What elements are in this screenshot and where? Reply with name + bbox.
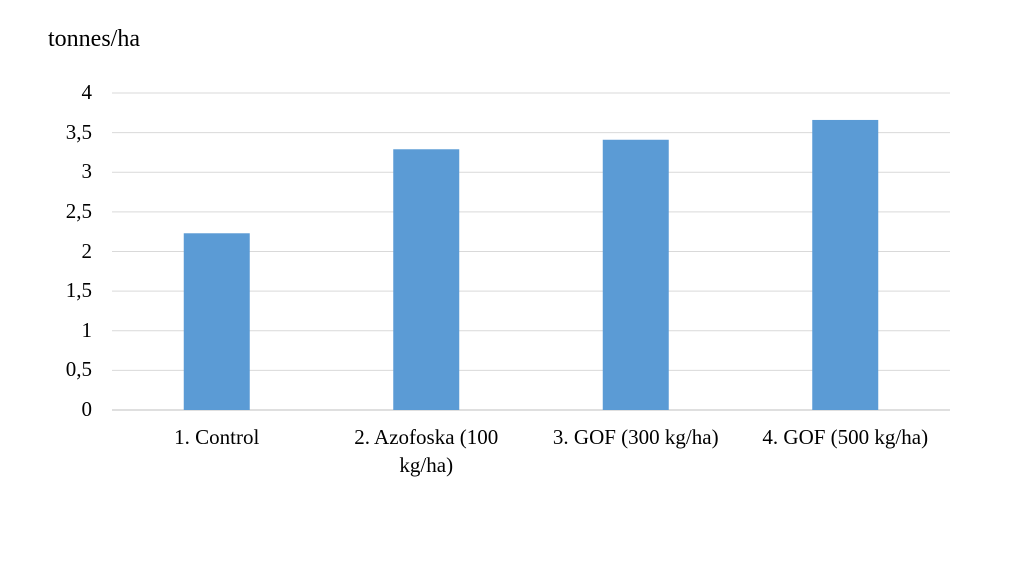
y-tick-label: 1 — [81, 317, 93, 342]
bar — [183, 233, 250, 410]
y-tick-label: 2 — [81, 238, 93, 263]
x-tick-label: 4. GOF (500 kg/ha) — [762, 425, 929, 449]
x-tick-label: 3. GOF (300 kg/ha) — [552, 425, 719, 449]
x-tick-label: 2. Azofoska (100 kg/ha) — [354, 425, 499, 477]
y-tick-label: 3,5 — [65, 119, 92, 144]
y-tick-label: 2,5 — [65, 198, 92, 223]
bar — [812, 119, 879, 410]
y-tick-label: 3 — [81, 159, 93, 184]
y-axis-unit-label: tonnes/ha — [48, 26, 140, 52]
x-tick-label: 1. Control — [174, 425, 260, 449]
bar — [393, 149, 460, 410]
bar — [602, 139, 669, 410]
y-tick-label: 0,5 — [65, 357, 92, 382]
y-tick-label: 1,5 — [65, 278, 92, 303]
y-tick-label: 0 — [81, 397, 93, 421]
y-tick-label: 4 — [81, 80, 93, 104]
